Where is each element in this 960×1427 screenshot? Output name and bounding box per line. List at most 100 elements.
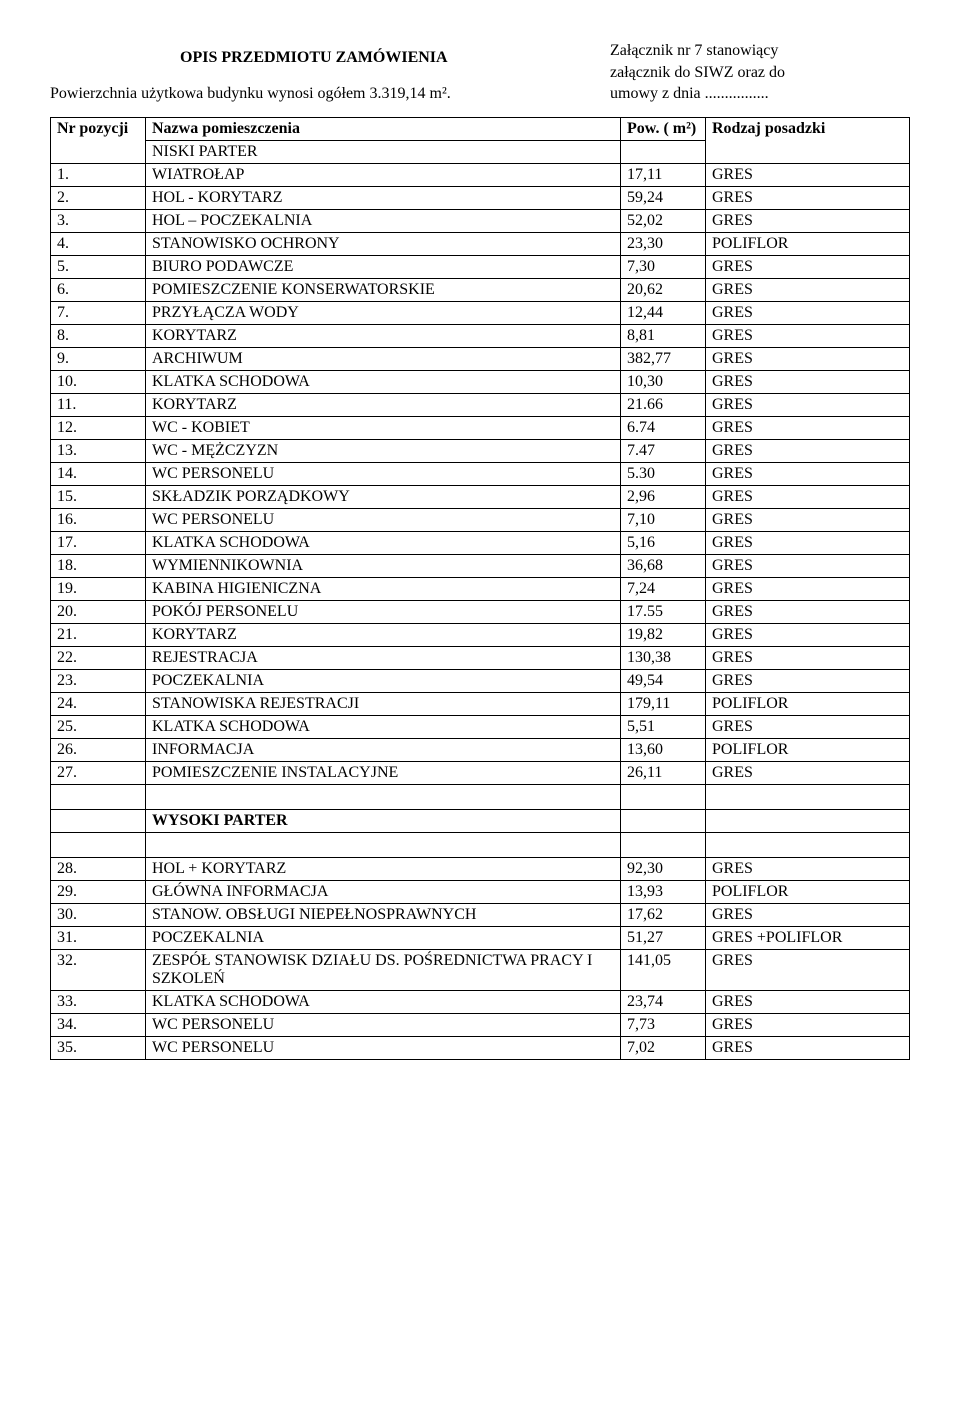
table-row: 17.KLATKA SCHODOWA5,16GRES (51, 531, 910, 554)
cell-name: WYMIENNIKOWNIA (146, 554, 621, 577)
cell-nr: 11. (51, 393, 146, 416)
cell-rodzaj: GRES (706, 1013, 910, 1036)
table-row: 26.INFORMACJA13,60POLIFLOR (51, 738, 910, 761)
cell-nr: 9. (51, 347, 146, 370)
cell-name: WC PERSONELU (146, 1013, 621, 1036)
rooms-table: Nr pozycji Nazwa pomieszczenia Pow. ( m²… (50, 117, 910, 1060)
cell-nr: 32. (51, 949, 146, 990)
cell-nr: 21. (51, 623, 146, 646)
cell-name: WC PERSONELU (146, 462, 621, 485)
cell-name: HOL + KORYTARZ (146, 857, 621, 880)
table-row: 1.WIATROŁAP17,11GRES (51, 163, 910, 186)
cell-nr: 34. (51, 1013, 146, 1036)
table-row: 18.WYMIENNIKOWNIA36,68GRES (51, 554, 910, 577)
cell-rodzaj: GRES (706, 255, 910, 278)
cell-pow: 17.55 (621, 600, 706, 623)
cell-pow: 20,62 (621, 278, 706, 301)
cell-nr: 16. (51, 508, 146, 531)
cell-pow: 23,74 (621, 990, 706, 1013)
empty-row (51, 832, 910, 857)
empty-cell (146, 784, 621, 809)
cell-nr: 28. (51, 857, 146, 880)
document-title: OPIS PRZEDMIOTU ZAMÓWIENIA (180, 49, 910, 67)
table-row: 12.WC - KOBIET6.74GRES (51, 416, 910, 439)
cell-pow: 7,02 (621, 1036, 706, 1059)
empty-cell (706, 832, 910, 857)
cell-pow: 2,96 (621, 485, 706, 508)
cell-pow: 179,11 (621, 692, 706, 715)
cell-name: STANOWISKO OCHRONY (146, 232, 621, 255)
cell-nr: 14. (51, 462, 146, 485)
cell-nr: 20. (51, 600, 146, 623)
cell-rodzaj: GRES (706, 990, 910, 1013)
table-row: 19.KABINA HIGIENICZNA7,24GRES (51, 577, 910, 600)
cell-name: POMIESZCZENIE KONSERWATORSKIE (146, 278, 621, 301)
cell-nr: 33. (51, 990, 146, 1013)
cell-name: POCZEKALNIA (146, 669, 621, 692)
cell-rodzaj: GRES (706, 163, 910, 186)
cell-name: STANOW. OBSŁUGI NIEPEŁNOSPRAWNYCH (146, 903, 621, 926)
table-row: 4.STANOWISKO OCHRONY23,30POLIFLOR (51, 232, 910, 255)
cell-name: WC - KOBIET (146, 416, 621, 439)
empty-cell (621, 832, 706, 857)
table-row: 14.WC PERSONELU5.30GRES (51, 462, 910, 485)
table-row: 16.WC PERSONELU7,10GRES (51, 508, 910, 531)
cell-name: PRZYŁĄCZA WODY (146, 301, 621, 324)
section2-label: WYSOKI PARTER (146, 809, 621, 832)
cell-name: WC PERSONELU (146, 1036, 621, 1059)
cell-nr: 8. (51, 324, 146, 347)
cell-nr: 10. (51, 370, 146, 393)
table-row: 2.HOL - KORYTARZ59,24GRES (51, 186, 910, 209)
cell-name: HOL - KORYTARZ (146, 186, 621, 209)
cell-nr: 26. (51, 738, 146, 761)
cell-pow: 13,93 (621, 880, 706, 903)
cell-nr: 35. (51, 1036, 146, 1059)
cell-name: KABINA HIGIENICZNA (146, 577, 621, 600)
cell-pow: 5,16 (621, 531, 706, 554)
header-pow: Pow. ( m²) (621, 117, 706, 140)
header-rodzaj: Rodzaj posadzki (706, 117, 910, 163)
cell-rodzaj: GRES (706, 462, 910, 485)
cell-nr: 30. (51, 903, 146, 926)
empty-cell (621, 809, 706, 832)
cell-pow: 36,68 (621, 554, 706, 577)
cell-rodzaj: GRES +POLIFLOR (706, 926, 910, 949)
cell-name: REJESTRACJA (146, 646, 621, 669)
cell-nr: 3. (51, 209, 146, 232)
cell-nr: 2. (51, 186, 146, 209)
cell-rodzaj: GRES (706, 949, 910, 990)
cell-name: POKÓJ PERSONELU (146, 600, 621, 623)
cell-nr: 15. (51, 485, 146, 508)
table-row: 5.BIURO PODAWCZE7,30GRES (51, 255, 910, 278)
cell-rodzaj: GRES (706, 554, 910, 577)
table-row: 13.WC - MĘŻCZYZN7.47GRES (51, 439, 910, 462)
table-row: 9.ARCHIWUM382,77GRES (51, 347, 910, 370)
cell-nr: 31. (51, 926, 146, 949)
cell-nr: 4. (51, 232, 146, 255)
cell-name: KLATKA SCHODOWA (146, 531, 621, 554)
cell-pow: 13,60 (621, 738, 706, 761)
cell-rodzaj: GRES (706, 623, 910, 646)
empty-cell (146, 832, 621, 857)
cell-rodzaj: GRES (706, 903, 910, 926)
table-row: 33.KLATKA SCHODOWA23,74GRES (51, 990, 910, 1013)
cell-name: KORYTARZ (146, 393, 621, 416)
cell-rodzaj: GRES (706, 278, 910, 301)
cell-pow: 5,51 (621, 715, 706, 738)
cell-rodzaj: GRES (706, 857, 910, 880)
cell-nr: 1. (51, 163, 146, 186)
cell-nr: 13. (51, 439, 146, 462)
cell-rodzaj: GRES (706, 715, 910, 738)
table-row: 22.REJESTRACJA130,38GRES (51, 646, 910, 669)
cell-rodzaj: GRES (706, 531, 910, 554)
cell-pow: 59,24 (621, 186, 706, 209)
table-row: 29.GŁÓWNA INFORMACJA13,93POLIFLOR (51, 880, 910, 903)
cell-nr: 22. (51, 646, 146, 669)
attachment-line2: załącznik do SIWZ oraz do (610, 64, 785, 81)
empty-row (51, 784, 910, 809)
table-row: 30.STANOW. OBSŁUGI NIEPEŁNOSPRAWNYCH17,6… (51, 903, 910, 926)
table-row: 21.KORYTARZ19,82GRES (51, 623, 910, 646)
cell-rodzaj: POLIFLOR (706, 738, 910, 761)
cell-nr: 19. (51, 577, 146, 600)
cell-pow: 141,05 (621, 949, 706, 990)
